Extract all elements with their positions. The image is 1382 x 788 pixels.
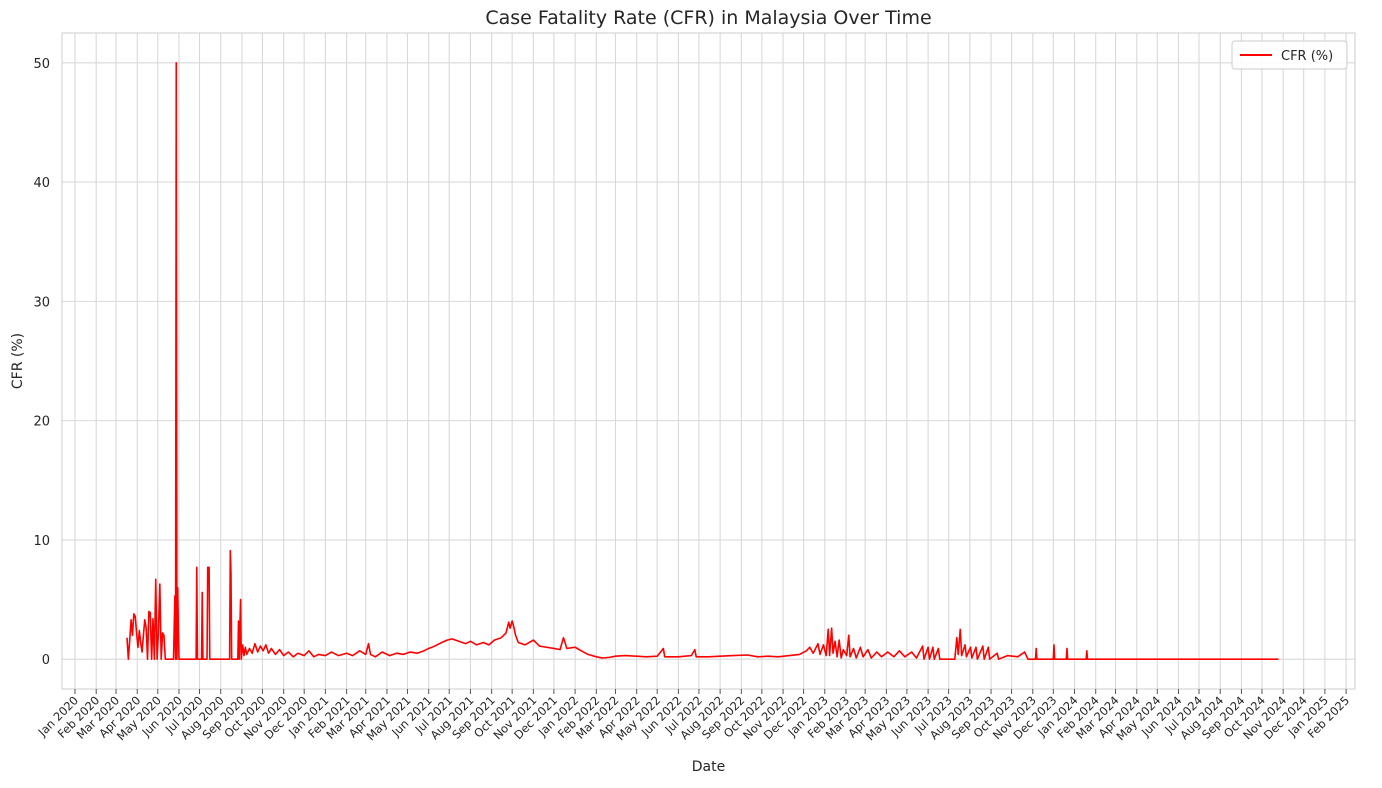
chart-title: Case Fatality Rate (CFR) in Malaysia Ove… [485, 7, 931, 29]
y-tick-label: 20 [33, 415, 50, 430]
grid-lines [62, 33, 1355, 689]
y-axis-ticks: 0 10 20 30 40 50 [33, 57, 50, 668]
series-lines [126, 62, 1279, 660]
legend-box [1231, 40, 1348, 70]
series-line-cfr [126, 62, 1279, 660]
y-axis-label: CFR (%) [10, 333, 26, 389]
plot-area-frame [61, 32, 1356, 690]
y-tick-label: 0 [42, 653, 50, 668]
legend-label: CFR (%) [1281, 49, 1333, 64]
y-tick-label: 10 [33, 534, 50, 549]
x-axis-label: Date [692, 759, 725, 775]
y-tick-label: 50 [33, 57, 50, 72]
legend: CFR (%) [1231, 40, 1348, 70]
y-tick-label: 30 [33, 295, 50, 310]
y-tick-label: 40 [33, 176, 50, 191]
